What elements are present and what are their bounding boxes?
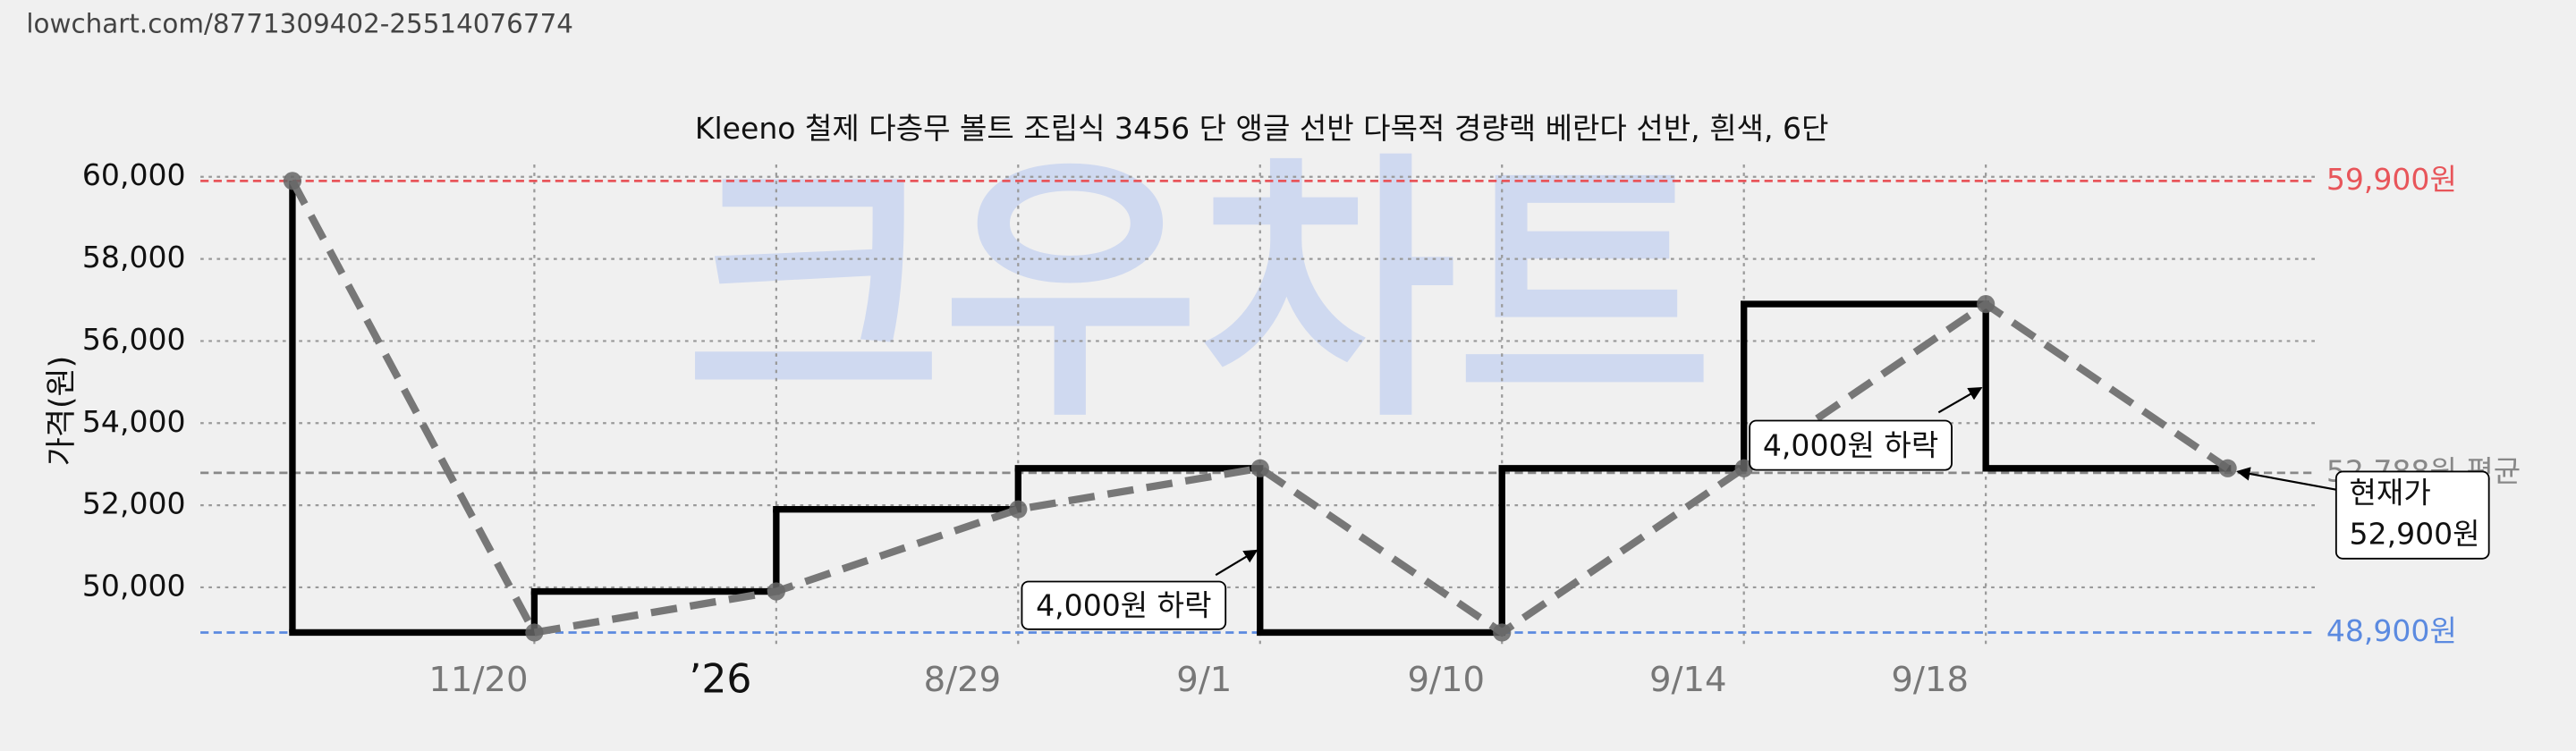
x-tick-label: ’26 [689,657,751,703]
current-price-text: 현재가 [2350,476,2431,511]
price-point [1250,459,1269,477]
x-tick-label: 9/1 [1176,660,1232,700]
price-line [289,179,2230,637]
annotation-text: 4,000원 하락 [1036,587,1211,622]
current-price-box [2334,470,2490,560]
price-point [1009,500,1028,519]
annotation-box [1749,419,1953,471]
y-tick-label: 56,000 [82,322,186,357]
x-tick-label: 9/10 [1407,660,1485,700]
y-tick-label: 52,000 [82,486,186,521]
annotation-box [1021,580,1227,630]
annotation-arrow [1937,386,1983,414]
price-point [1493,623,1512,642]
price-point [525,623,544,642]
x-tick-label: 9/18 [1891,660,1969,700]
reference-label: 48,900원 [2326,613,2457,648]
annotation-arrow [1215,549,1258,577]
annotation-text: 4,000원 하락 [1763,427,1938,462]
chart-title: Kleeno 철제 다층무 볼트 조립식 3456 단 앵글 선반 다목적 경량… [695,111,1829,146]
x-tick-label: 9/14 [1649,660,1727,700]
price-point [1734,459,1753,477]
price-point [767,582,785,601]
x-tick-label: 11/20 [428,660,528,700]
y-tick-label: 50,000 [82,568,186,603]
x-tick-label: 8/29 [924,660,1002,700]
price-point [2218,459,2237,477]
y-tick-label: 60,000 [82,157,186,192]
price-point [283,172,302,190]
reference-label: 59,900원 [2326,162,2457,197]
price-point [1977,295,1996,314]
current-price-arrow [2236,467,2337,491]
y-tick-label: 58,000 [82,240,186,274]
y-axis-label: 가격(원) [44,356,80,466]
watermark: 크우차트 [685,130,1713,455]
url: lowchart.com/8771309402-25514076774 [26,8,573,38]
current-price-text: 52,900원 [2350,517,2480,552]
y-tick-label: 54,000 [82,404,186,439]
